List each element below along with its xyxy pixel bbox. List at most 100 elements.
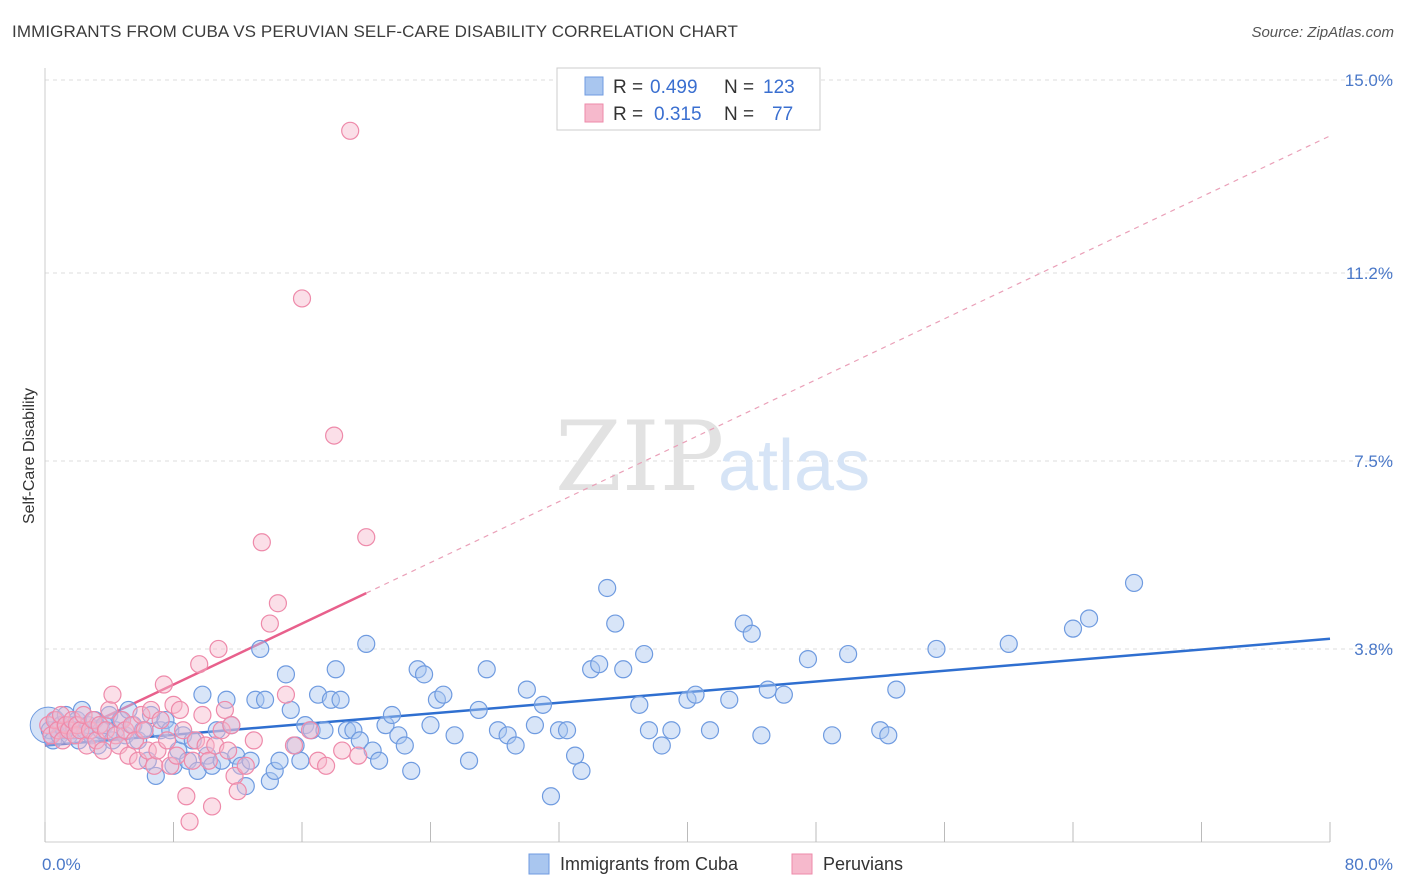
point-cuba-95	[541, 787, 561, 806]
point-peru-13	[77, 736, 96, 755]
point-peru-30	[132, 705, 151, 725]
point-cuba-103	[606, 614, 625, 633]
point-peru-72	[325, 426, 344, 445]
point-peru-43	[174, 721, 193, 740]
point-peru-38	[157, 731, 177, 750]
point-cuba-22	[106, 721, 125, 740]
point-peru-4	[51, 705, 71, 725]
point-cuba-56	[265, 761, 284, 780]
legend-n-label-peru: N =	[724, 104, 754, 125]
x-tick-label-0: 0.0%	[42, 855, 81, 874]
point-peru-48	[190, 655, 209, 674]
point-peru-60	[228, 782, 247, 801]
y-tick-label-0: 3.8%	[1354, 640, 1393, 659]
point-cuba-49	[231, 756, 251, 775]
point-cuba-78	[395, 736, 414, 755]
point-peru-12	[74, 705, 93, 725]
point-cuba-87	[469, 700, 488, 720]
point-cuba-74	[370, 751, 389, 770]
y-tick-label-2: 11.2%	[1346, 264, 1393, 283]
point-peru-71	[316, 756, 336, 775]
point-peru-76	[357, 528, 376, 547]
point-peru-74	[341, 121, 360, 140]
point-peru-73	[333, 741, 352, 760]
point-cuba-44	[207, 721, 226, 740]
point-cuba-54	[255, 690, 275, 709]
point-cuba-127	[1063, 619, 1083, 638]
point-cuba-115	[742, 624, 761, 643]
point-cuba-109	[662, 721, 681, 740]
point-peru-11	[71, 721, 90, 740]
point-cuba-118	[774, 685, 793, 704]
bottom-legend-label-peru: Peruvians	[823, 854, 903, 874]
bottom-legend-swatch-peru	[791, 853, 813, 875]
point-cuba-119	[798, 650, 818, 669]
legend-r-label-cuba: R =	[613, 77, 643, 98]
point-cuba-55	[260, 771, 279, 791]
point-cuba-92	[517, 680, 536, 699]
point-peru-64	[260, 614, 279, 633]
point-peru-18	[93, 741, 112, 760]
legend-n-label-cuba: N =	[724, 77, 754, 98]
legend-n-value-cuba: 123	[763, 77, 795, 98]
point-cuba-104	[614, 660, 633, 679]
point-cuba-112	[700, 721, 720, 740]
point-cuba-43	[202, 756, 222, 775]
legend-swatch-cuba	[584, 76, 604, 96]
watermark-zip: ZIP	[555, 401, 724, 513]
point-cuba-88	[477, 660, 496, 679]
point-cuba-111	[686, 685, 705, 704]
point-peru-44	[177, 787, 196, 806]
point-peru-59	[225, 766, 244, 786]
x-tick-label-1: 80.0%	[1345, 855, 1393, 874]
point-peru-14	[80, 721, 100, 740]
point-cuba-82	[421, 716, 440, 735]
watermark: ZIP atlas	[555, 401, 870, 513]
point-cuba-69	[337, 721, 357, 740]
point-peru-56	[215, 700, 234, 720]
point-peru-45	[180, 812, 199, 831]
point-peru-54	[209, 639, 228, 659]
point-peru-69	[300, 721, 320, 740]
point-cuba-97	[557, 721, 577, 740]
source-credit: Source: ZipAtlas.com	[1251, 24, 1394, 41]
point-cuba-129	[1124, 573, 1144, 593]
point-cuba-121	[839, 644, 858, 664]
point-peru-21	[103, 685, 122, 704]
point-cuba-108	[652, 736, 671, 755]
point-cuba-124	[887, 680, 906, 699]
point-cuba-123	[879, 726, 898, 745]
point-peru-55	[212, 721, 231, 740]
point-cuba-77	[389, 726, 408, 745]
point-cuba-40	[188, 761, 207, 780]
point-cuba-113	[720, 690, 739, 709]
point-peru-46	[183, 751, 202, 770]
point-cuba-32	[151, 721, 170, 740]
point-cuba-81	[414, 665, 434, 684]
point-cuba-99	[572, 761, 591, 780]
point-cuba-51	[241, 751, 260, 770]
legend-swatch-peru	[584, 103, 604, 123]
point-cuba-116	[752, 726, 771, 745]
point-cuba-58	[276, 665, 296, 684]
point-cuba-76	[382, 705, 402, 725]
point-peru-66	[276, 685, 296, 704]
legend-r-label-peru: R =	[613, 104, 643, 125]
point-cuba-107	[639, 721, 659, 740]
legend-r-value-cuba: 0.499	[650, 77, 698, 98]
point-cuba-41	[193, 685, 212, 704]
point-cuba-126	[999, 634, 1018, 653]
point-peru-67	[284, 736, 304, 755]
y-axis-label: Self-Care Disability	[21, 388, 38, 524]
point-cuba-57	[270, 751, 289, 770]
point-cuba-33	[156, 710, 175, 730]
point-cuba-45	[212, 751, 231, 770]
point-peru-34	[145, 756, 164, 775]
point-cuba-73	[363, 741, 382, 760]
point-cuba-85	[445, 726, 464, 745]
trend-line-peru-extrapolation	[365, 135, 1331, 594]
point-cuba-117	[758, 680, 777, 699]
point-peru-63	[252, 533, 271, 552]
y-tick-label-1: 7.5%	[1354, 452, 1393, 471]
